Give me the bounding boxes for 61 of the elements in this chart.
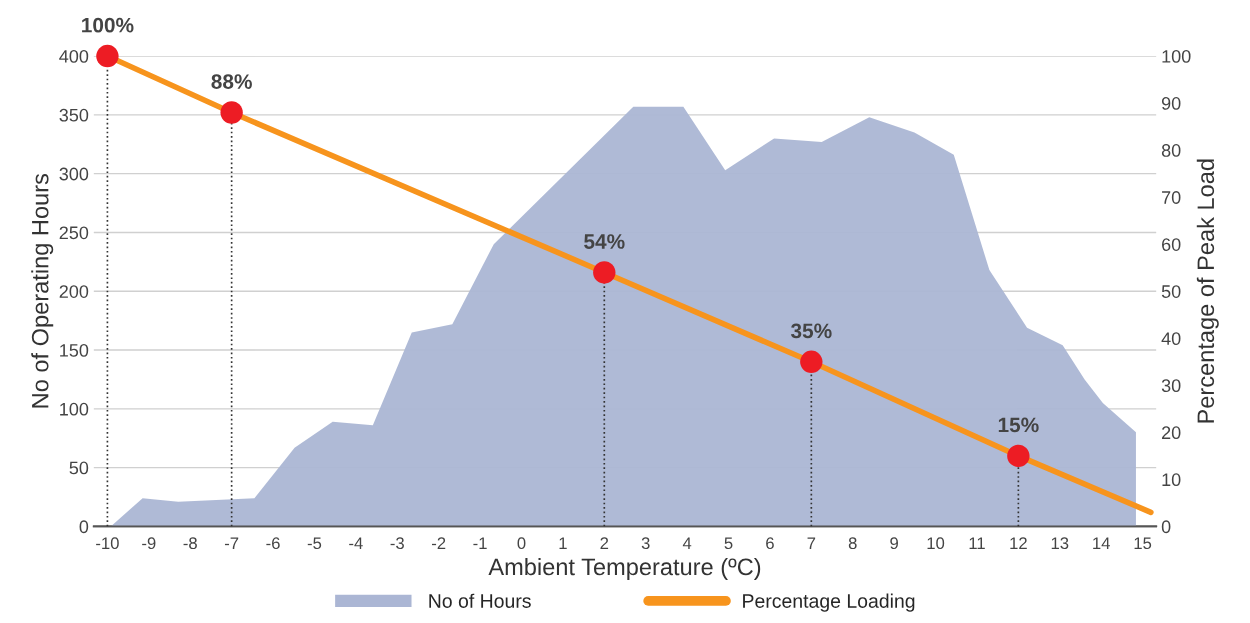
x-tick-label: 7 xyxy=(807,537,816,549)
x-tick-label: -10 xyxy=(96,537,119,550)
data-label: 54% xyxy=(584,234,625,249)
x-tick-label: 14 xyxy=(1093,537,1110,549)
point xyxy=(1007,444,1030,468)
x-tick-label: -7 xyxy=(224,537,239,549)
x-tick-label: 12 xyxy=(1010,537,1027,549)
y-tick-label: 0 xyxy=(79,520,89,534)
y-tick-label: 50 xyxy=(69,461,89,475)
x-tick-label: 3 xyxy=(641,537,650,550)
x-tick-label: -5 xyxy=(307,537,322,550)
x-tick-label: 11 xyxy=(969,537,985,549)
y2-tick-label: 90 xyxy=(1161,97,1181,110)
y2-tick-label: 100 xyxy=(1162,50,1191,63)
x-tick-label: 13 xyxy=(1051,537,1069,550)
y2-tick-label: 40 xyxy=(1161,332,1181,346)
y-tick-label: 300 xyxy=(59,167,89,181)
x-tick-label: 15 xyxy=(1134,537,1152,550)
x-axis-title: Ambient Temperature (ºC) xyxy=(488,557,761,580)
legend-label: Percentage Loading xyxy=(743,593,915,612)
y2-tick-label: 10 xyxy=(1162,473,1181,487)
y2-axis-title: Percentage of Peak Load xyxy=(1196,159,1219,423)
y-tick-label: 150 xyxy=(60,343,89,357)
x-tick-label: 10 xyxy=(927,537,945,550)
point xyxy=(593,261,616,284)
y2-tick-label: 30 xyxy=(1161,379,1181,393)
y-tick-label: 350 xyxy=(59,108,89,122)
y2-tick-label: 0 xyxy=(1161,520,1171,534)
x-tick-label: 6 xyxy=(766,537,774,550)
y-tick-label: 250 xyxy=(59,226,89,240)
legend-label: No of Hours xyxy=(429,593,531,608)
x-tick-label: 5 xyxy=(724,537,733,550)
x-tick-label: 4 xyxy=(682,537,692,549)
x-tick-label: 9 xyxy=(890,537,898,550)
x-tick-label: -4 xyxy=(349,537,363,549)
x-tick-label: 1 xyxy=(559,537,567,549)
x-tick-label: 8 xyxy=(848,537,857,550)
data-label: 100% xyxy=(82,17,134,33)
y-axis-title: No of Operating Hours xyxy=(31,173,54,408)
x-tick-label: -2 xyxy=(432,537,446,549)
y-tick-label: 200 xyxy=(59,285,89,298)
data-label: 15% xyxy=(998,417,1039,433)
point xyxy=(96,44,119,68)
x-tick-label: -9 xyxy=(142,537,156,550)
x-tick-label: -6 xyxy=(266,537,280,550)
y-tick-label: 100 xyxy=(60,402,89,416)
point xyxy=(220,101,243,124)
x-tick-label: -1 xyxy=(473,537,487,549)
y2-tick-label: 60 xyxy=(1162,238,1181,251)
y2-tick-label: 70 xyxy=(1162,191,1181,204)
y2-tick-label: 20 xyxy=(1162,426,1181,440)
y2-tick-label: 80 xyxy=(1161,144,1181,157)
data-label: 35% xyxy=(790,323,832,339)
y2-tick-label: 50 xyxy=(1161,285,1181,298)
data-label: 88% xyxy=(211,74,252,89)
x-tick-label: -3 xyxy=(390,537,404,550)
y-tick-label: 400 xyxy=(59,50,89,63)
x-tick-label: 2 xyxy=(600,537,609,549)
x-tick-label: 0 xyxy=(517,537,526,550)
point xyxy=(800,350,823,373)
x-tick-label: -8 xyxy=(183,537,197,550)
